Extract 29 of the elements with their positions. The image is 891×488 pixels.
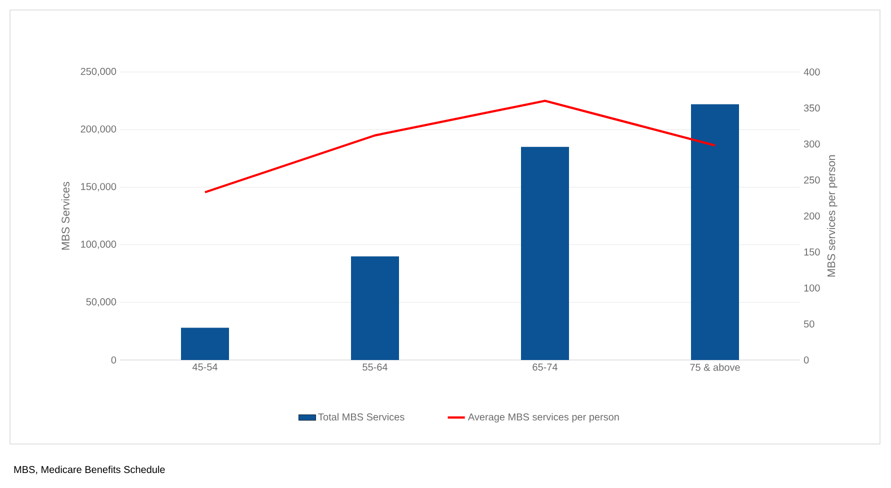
y2-tick-label: 100 bbox=[804, 284, 820, 292]
y2-tick-label: 150 bbox=[804, 248, 820, 256]
bar bbox=[521, 146, 570, 360]
bar bbox=[181, 328, 229, 360]
y-tick-label: 50,000 bbox=[86, 298, 116, 307]
bar bbox=[691, 104, 740, 360]
y2-axis-title: MBS services per person bbox=[827, 155, 838, 277]
x-tick-label: 55-64 bbox=[362, 364, 388, 371]
legend-label: Average MBS services per person bbox=[468, 413, 619, 422]
y2-tick-label: 250 bbox=[804, 176, 820, 184]
y-tick-label: 200,000 bbox=[80, 125, 116, 134]
y2-tick-label: 400 bbox=[804, 68, 820, 76]
y2-tick-label: 50 bbox=[804, 320, 814, 328]
y-tick-label: 150,000 bbox=[81, 183, 116, 192]
y2-tick-label: 300 bbox=[804, 140, 820, 148]
text: MBS, Medicare Benefits Schedule bbox=[14, 466, 165, 474]
y2-tick-label: 200 bbox=[804, 212, 820, 220]
y-tick-label: 0 bbox=[111, 356, 116, 364]
x-tick-label: 65-74 bbox=[532, 364, 558, 371]
y-tick-label: 250,000 bbox=[80, 68, 116, 76]
y2-tick-label: 350 bbox=[804, 104, 820, 112]
y-tick-label: 100,000 bbox=[81, 240, 116, 249]
y2-tick-label: 0 bbox=[804, 356, 809, 364]
x-tick-label: 45-54 bbox=[192, 364, 218, 371]
line-series bbox=[204, 100, 716, 194]
x-tick-label: 75 & above bbox=[690, 364, 740, 371]
bar bbox=[351, 256, 400, 360]
y-axis-title: MBS Services bbox=[61, 182, 70, 250]
legend-label: Total MBS Services bbox=[318, 413, 404, 420]
